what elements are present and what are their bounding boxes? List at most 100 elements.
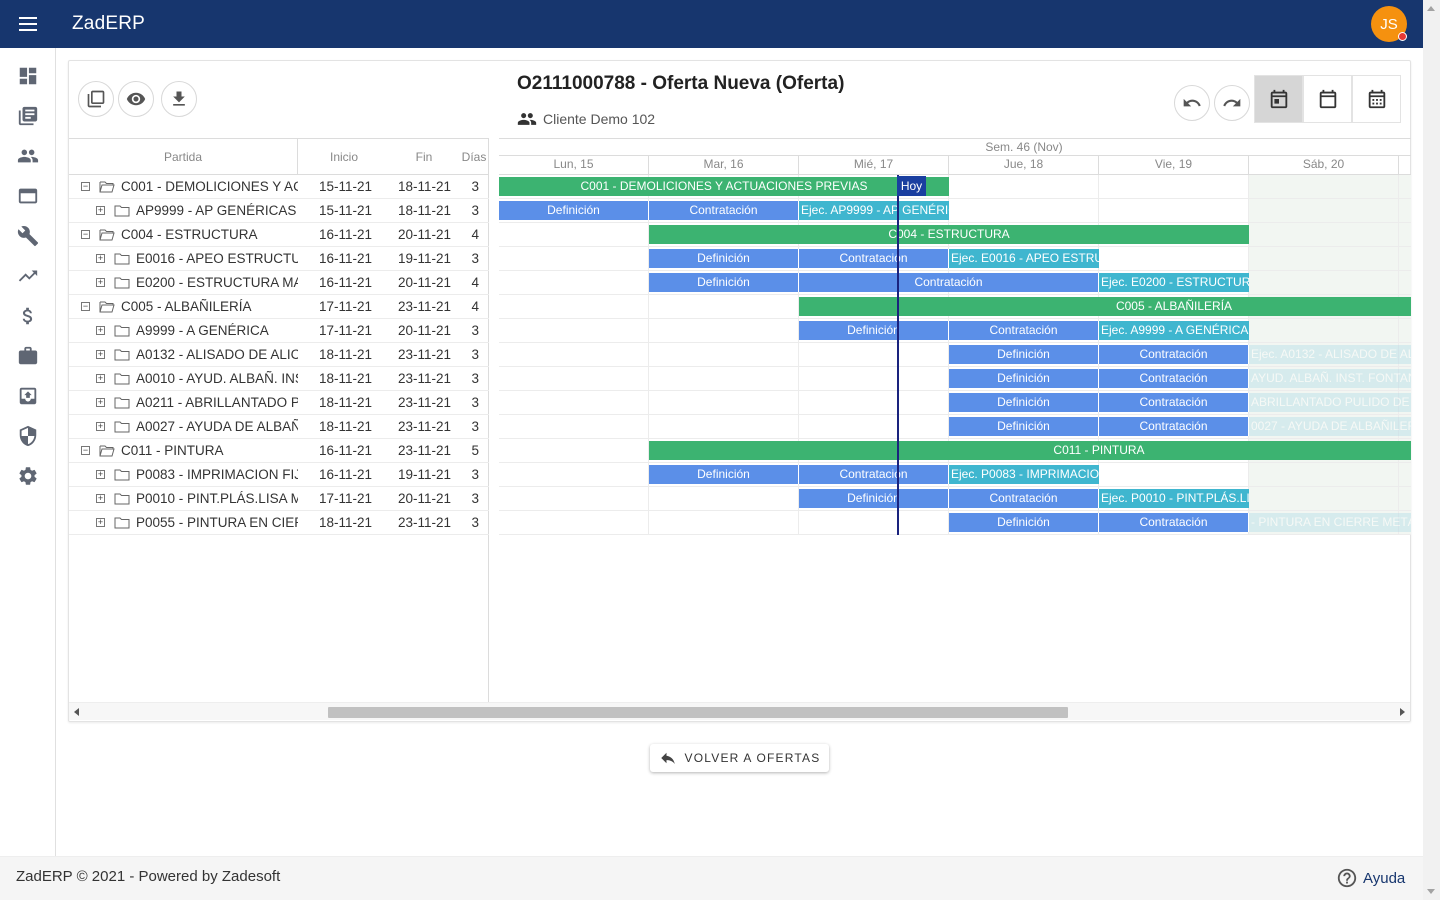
collapse-icon[interactable]: − [81,229,90,239]
table-row[interactable]: + E0016 - APEO ESTRUCTURAL 16-11-21 19-11-2… [69,247,489,271]
wrench-icon[interactable] [0,216,56,256]
expand-icon[interactable]: + [96,277,105,287]
expand-icon[interactable]: + [96,517,105,527]
contracting-bar[interactable]: Contratación [799,249,949,268]
month-view-button[interactable] [1352,75,1401,123]
help-link[interactable]: Ayuda [1336,867,1405,889]
column-header-partida[interactable]: Partida [69,139,298,174]
summary-bar[interactable]: C005 - ALBAÑILERÍA [799,297,1411,316]
expand-icon[interactable]: + [96,349,105,359]
user-avatar[interactable]: JS [1371,6,1407,42]
day-view-button[interactable] [1254,75,1303,123]
page-scrollbar[interactable] [1423,0,1440,900]
week-view-button[interactable] [1303,75,1352,123]
table-row[interactable]: + A0027 - AYUDA DE ALBAÑILERÍA 18-11-21 23-… [69,415,489,439]
table-row[interactable]: + A0211 - ABRILLANTADO PULIDO DE PAVIMENT… [69,391,489,415]
settings-icon[interactable] [0,456,56,496]
expand-icon[interactable]: + [96,397,105,407]
collapse-icon[interactable]: − [81,301,90,311]
shield-icon[interactable] [0,416,56,456]
web-window-icon[interactable] [0,176,56,216]
definition-bar[interactable]: Definición [799,489,949,508]
dollar-icon[interactable] [0,296,56,336]
expand-icon[interactable]: + [96,493,105,503]
view-button[interactable] [118,81,154,117]
execution-bar[interactable]: Ejec. E0016 - APEO ESTRUCTURAL [949,249,1099,268]
definition-bar[interactable]: Definición [949,513,1099,532]
definition-bar[interactable]: Definición [949,393,1099,412]
table-row[interactable]: + AP9999 - AP GENÉRICAS 15-11-21 18-11-21 3 [69,199,489,223]
table-row[interactable]: − C004 - ESTRUCTURA 16-11-21 20-11-21 4 [69,223,489,247]
table-row[interactable]: + P0055 - PINTURA EN CIERRE METÁLICO 18-11… [69,511,489,535]
definition-bar[interactable]: Definición [649,249,799,268]
table-row[interactable]: + A0132 - ALISADO DE ALICATADO 18-11-21 23-… [69,343,489,367]
expand-icon[interactable]: + [96,325,105,335]
table-row[interactable]: + E0200 - ESTRUCTURA MADERA 16-11-21 20-11-… [69,271,489,295]
expand-icon[interactable]: + [96,205,105,215]
dashboard-icon[interactable] [0,56,56,96]
contracting-bar[interactable]: Contratación [1099,513,1249,532]
collapse-icon[interactable]: − [81,445,90,455]
contracting-bar[interactable]: Contratación [1099,345,1249,364]
archive-icon[interactable] [0,376,56,416]
definition-bar[interactable]: Definición [649,465,799,484]
trending-up-icon[interactable] [0,256,56,296]
contracting-bar[interactable]: Contratación [799,465,949,484]
contracting-bar[interactable]: Contratación [949,321,1099,340]
contracting-bar[interactable]: Contratación [949,489,1099,508]
collapse-icon[interactable]: − [81,181,90,191]
download-button[interactable] [161,81,197,117]
definition-bar[interactable]: Definición [799,321,949,340]
expand-icon[interactable]: + [96,373,105,383]
execution-bar[interactable]: Ejec. AP9999 - AP GENÉRICAS [799,201,949,220]
contracting-bar[interactable]: Contratación [1099,417,1249,436]
definition-bar[interactable]: Definición [649,273,799,292]
execution-bar[interactable]: Ejec. P0010 - PINT.PLÁS.LISA MATE [1099,489,1249,508]
library-books-icon[interactable] [0,96,56,136]
execution-bar[interactable]: ABRILLANTADO PULIDO DE PAVIMENTO [1249,393,1411,412]
column-header-dias[interactable]: Días [461,149,487,164]
summary-bar[interactable]: C001 - DEMOLICIONES Y ACTUACIONES PREVIA… [499,177,949,196]
column-header-inicio[interactable]: Inicio [329,149,358,164]
expand-icon[interactable]: + [96,469,105,479]
contracting-bar[interactable]: Contratación [1099,393,1249,412]
scrollbar-thumb[interactable] [328,707,1068,718]
summary-bar[interactable]: C004 - ESTRUCTURA [649,225,1249,244]
row-days: 3 [471,203,479,218]
execution-bar[interactable]: Ejec. P0083 - IMPRIMACION FIJADORA [949,465,1099,484]
undo-button[interactable] [1174,85,1210,121]
table-row[interactable]: − C005 - ALBAÑILERÍA 17-11-21 23-11-21 4 [69,295,489,319]
execution-bar[interactable]: - PINTURA EN CIERRE METÁLICO [1249,513,1411,532]
execution-bar[interactable]: Ejec. A9999 - A GENÉRICA [1099,321,1249,340]
redo-button[interactable] [1214,85,1250,121]
definition-bar[interactable]: Definición [949,417,1099,436]
contracting-bar[interactable]: Contratación [799,273,1099,292]
execution-bar[interactable]: AYUD. ALBAÑ. INST. FONTANERÍA [1249,369,1411,388]
copy-button[interactable] [78,81,114,117]
execution-bar[interactable]: Ejec. A0132 - ALISADO DE ALICATADO [1249,345,1411,364]
horizontal-scrollbar[interactable] [69,702,1410,720]
contracting-bar[interactable]: Contratación [1099,369,1249,388]
table-row[interactable]: + A9999 - A GENÉRICA 17-11-21 20-11-21 3 [69,319,489,343]
definition-bar[interactable]: Definición [499,201,649,220]
back-to-offers-button[interactable]: VOLVER A OFERTAS [650,744,829,772]
execution-bar[interactable]: Ejec. E0200 - ESTRUCTURA MADERA [1099,273,1249,292]
table-row[interactable]: − C011 - PINTURA 16-11-21 23-11-21 5 [69,439,489,463]
execution-bar[interactable]: 0027 - AYUDA DE ALBAÑILERÍA [1249,417,1411,436]
briefcase-icon[interactable] [0,336,56,376]
table-row[interactable]: + P0010 - PINT.PLÁS.LISA MATE 17-11-21 20-1… [69,487,489,511]
table-row[interactable]: − C001 - DEMOLICIONES Y ACTUACIONES PREVI… [69,175,489,199]
expand-icon[interactable]: + [96,421,105,431]
people-icon[interactable] [0,136,56,176]
expand-icon[interactable]: + [96,253,105,263]
table-row[interactable]: + A0010 - AYUD. ALBAÑ. INST. FONTANERÍA 18… [69,367,489,391]
scroll-right-icon[interactable] [1400,708,1405,716]
column-header-fin[interactable]: Fin [415,149,433,164]
definition-bar[interactable]: Definición [949,369,1099,388]
definition-bar[interactable]: Definición [949,345,1099,364]
scroll-left-icon[interactable] [74,708,79,716]
contracting-bar[interactable]: Contratación [649,201,799,220]
summary-bar[interactable]: C011 - PINTURA [649,441,1411,460]
table-row[interactable]: + P0083 - IMPRIMACION FIJADORA 16-11-21 19-… [69,463,489,487]
menu-icon[interactable] [0,0,56,48]
